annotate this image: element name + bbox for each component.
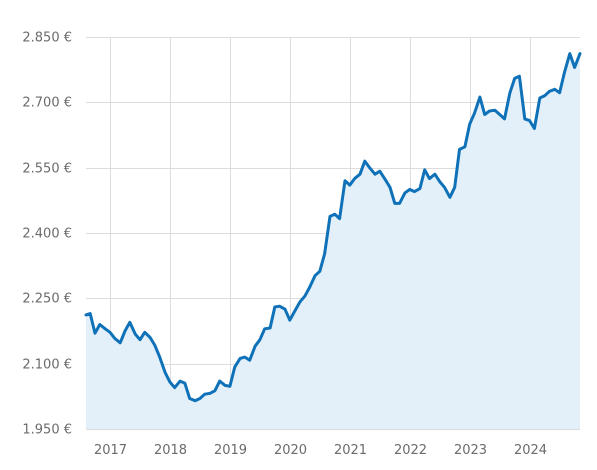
x-tick-label: 2023 [454, 443, 487, 458]
y-tick-label: 2.550 € [22, 162, 72, 177]
area-fill [86, 53, 580, 429]
x-tick-label: 2018 [154, 443, 187, 458]
area-fill-layer [86, 53, 580, 429]
x-tick-label: 2024 [514, 443, 547, 458]
x-tick-label: 2017 [94, 443, 127, 458]
x-axis-tick-labels: 2017 2018 2019 2020 2021 2022 2023 2024 [94, 443, 547, 458]
x-tick-label: 2021 [334, 443, 367, 458]
x-tick-label: 2020 [274, 443, 307, 458]
y-tick-label: 2.400 € [22, 227, 72, 242]
series-line-layer [84, 52, 582, 403]
x-tick-label: 2019 [214, 443, 247, 458]
y-tick-label: 2.100 € [22, 358, 72, 373]
y-tick-label: 2.850 € [22, 31, 72, 46]
y-tick-label: 2.250 € [22, 292, 72, 307]
y-axis-tick-labels: 1.950 € 2.100 € 2.250 € 2.400 € 2.550 € 2.700… [22, 31, 72, 438]
y-tick-label: 1.950 € [22, 423, 72, 438]
x-tick-label: 2022 [394, 443, 427, 458]
y-tick-label: 2.700 € [22, 96, 72, 111]
series-line [84, 52, 582, 403]
